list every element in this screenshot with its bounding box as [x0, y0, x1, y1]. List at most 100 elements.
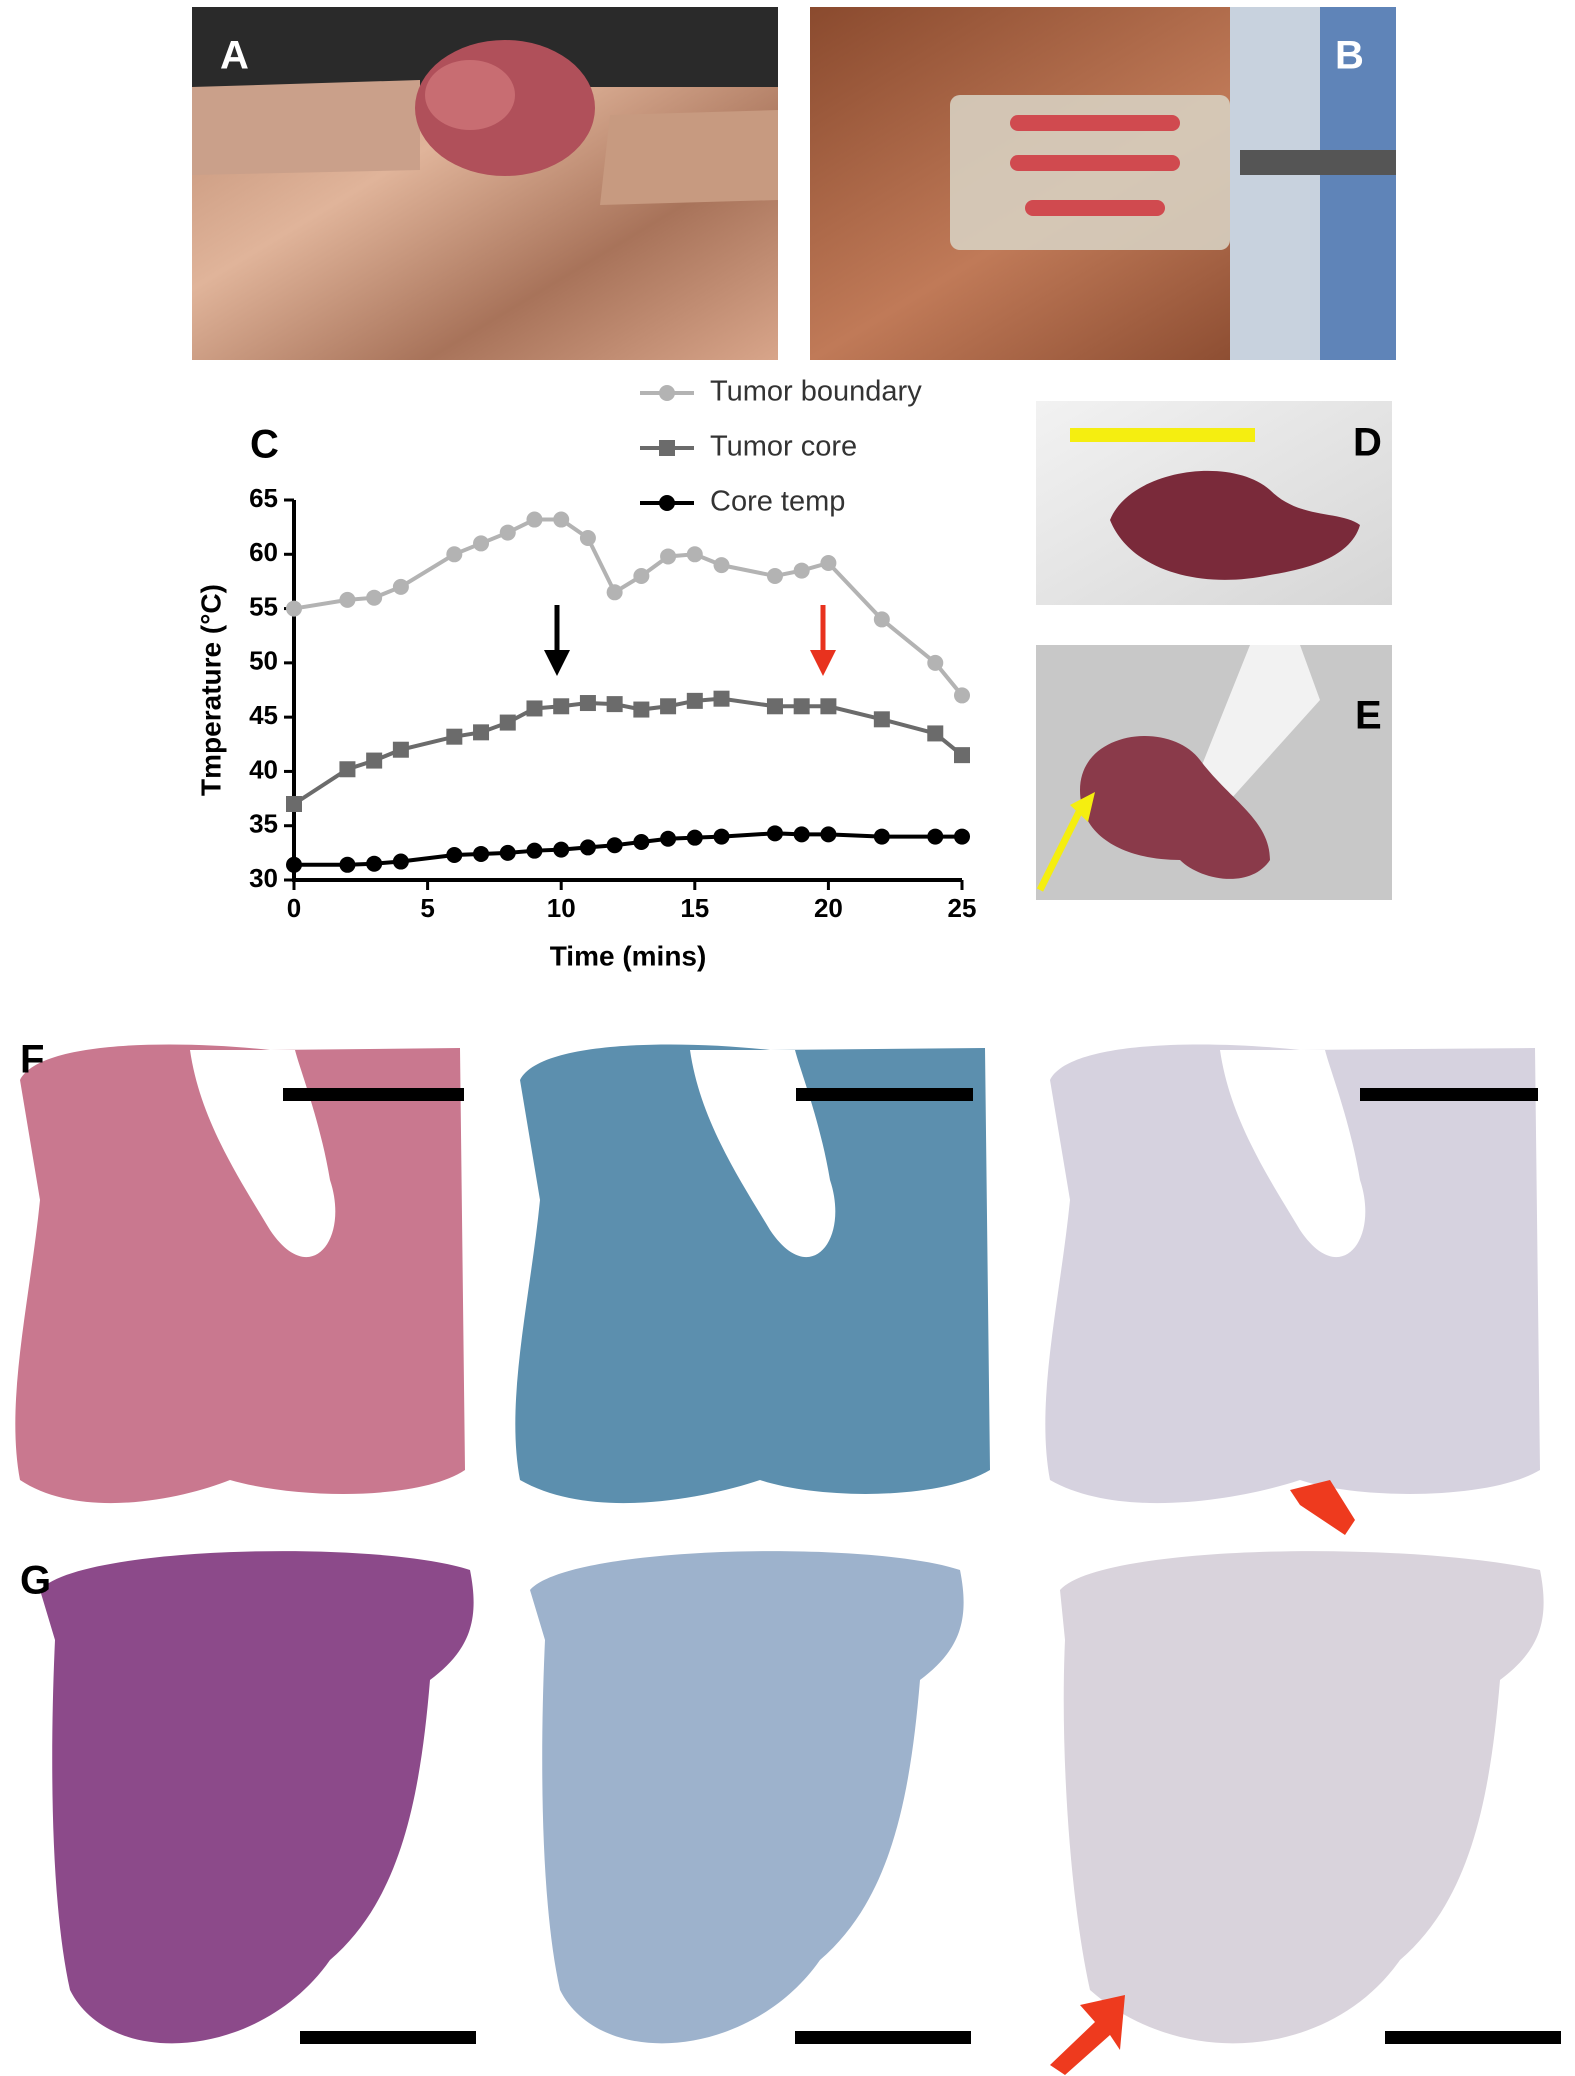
marker [660, 698, 677, 715]
panel-label: E [1355, 694, 1382, 738]
marker [339, 591, 356, 608]
histology-row-f: F [15, 1038, 1540, 1535]
marker [954, 747, 970, 764]
marker [446, 546, 463, 563]
y-tick-label: 30 [249, 863, 278, 893]
marker [553, 511, 570, 528]
marker [713, 690, 730, 707]
y-tick-label: 45 [249, 700, 278, 730]
marker [820, 554, 837, 571]
panel-label: F [20, 1038, 44, 1082]
panel-label: D [1353, 421, 1382, 465]
marker [820, 698, 837, 715]
marker [820, 826, 837, 843]
photo-e: E [1036, 645, 1392, 900]
x-tick-label: 20 [814, 893, 843, 923]
marker [553, 698, 570, 715]
marker [660, 548, 677, 565]
x-axis-label: Time (mins) [550, 940, 707, 971]
marker [473, 845, 490, 862]
marker [392, 741, 409, 758]
marker [873, 711, 890, 728]
panel-label: G [20, 1559, 51, 1603]
series-line [293, 517, 964, 697]
marker [686, 692, 703, 709]
marker [686, 829, 703, 846]
x-tick-label: 25 [948, 893, 977, 923]
marker [366, 855, 383, 872]
marker [606, 696, 623, 713]
marker [793, 562, 810, 579]
marker [499, 844, 516, 861]
y-axis-label: Tmperature (°C) [195, 584, 226, 796]
legend-marker [659, 440, 675, 456]
legend-marker [659, 385, 675, 401]
marker [633, 701, 650, 718]
y-tick-label: 55 [249, 591, 278, 621]
histology-row-g: G [20, 1551, 1561, 2075]
marker [473, 724, 490, 741]
marker [713, 557, 730, 574]
panel-label: B [1335, 34, 1364, 78]
annotation-arrow [544, 605, 836, 676]
marker [526, 511, 543, 528]
marker [686, 546, 703, 563]
marker [579, 530, 596, 546]
marker [633, 568, 650, 584]
marker [286, 600, 302, 617]
x-tick-label: 10 [547, 893, 576, 923]
marker [526, 842, 543, 859]
x-tick-label: 0 [287, 893, 301, 923]
marker [526, 700, 543, 717]
marker [927, 725, 944, 742]
marker [766, 568, 783, 584]
marker [927, 828, 944, 845]
marker [793, 826, 810, 843]
y-tick-label: 50 [249, 646, 278, 676]
y-tick-label: 35 [249, 809, 278, 839]
marker [339, 856, 356, 873]
marker [339, 761, 356, 778]
photo-b: B [810, 7, 1396, 360]
marker [927, 654, 944, 671]
marker [446, 847, 463, 864]
photo-a: A [192, 7, 778, 360]
marker [766, 698, 783, 715]
legend-label: Tumor boundary [710, 376, 922, 408]
marker [366, 589, 383, 606]
marker [633, 834, 650, 850]
marker [873, 611, 890, 628]
legend-label: Core temp [710, 486, 845, 518]
panel-label: C [250, 423, 279, 467]
legend-label: Tumor core [710, 431, 857, 463]
marker [606, 584, 623, 601]
marker [579, 695, 596, 712]
marker [286, 856, 302, 873]
marker [713, 828, 730, 845]
x-tick-label: 5 [420, 893, 434, 923]
x-tick-label: 15 [680, 893, 709, 923]
marker [553, 841, 570, 858]
marker [392, 853, 409, 870]
chart: C Time (mins) Tmperature (°C) 3035404550… [195, 376, 976, 972]
marker [446, 728, 463, 745]
y-tick-label: 65 [249, 483, 278, 513]
marker [606, 837, 623, 854]
marker [660, 830, 677, 847]
marker [392, 578, 409, 595]
photo-d: D [1036, 401, 1392, 605]
panel-label: A [220, 34, 249, 78]
legend-marker [659, 495, 675, 511]
marker [499, 524, 516, 541]
marker [954, 828, 970, 845]
y-tick-label: 40 [249, 754, 278, 784]
marker [766, 825, 783, 842]
marker [473, 535, 490, 552]
marker [579, 839, 596, 856]
marker [954, 687, 970, 704]
marker [873, 828, 890, 845]
marker [793, 698, 810, 715]
y-tick-label: 60 [249, 537, 278, 567]
marker [286, 796, 302, 812]
